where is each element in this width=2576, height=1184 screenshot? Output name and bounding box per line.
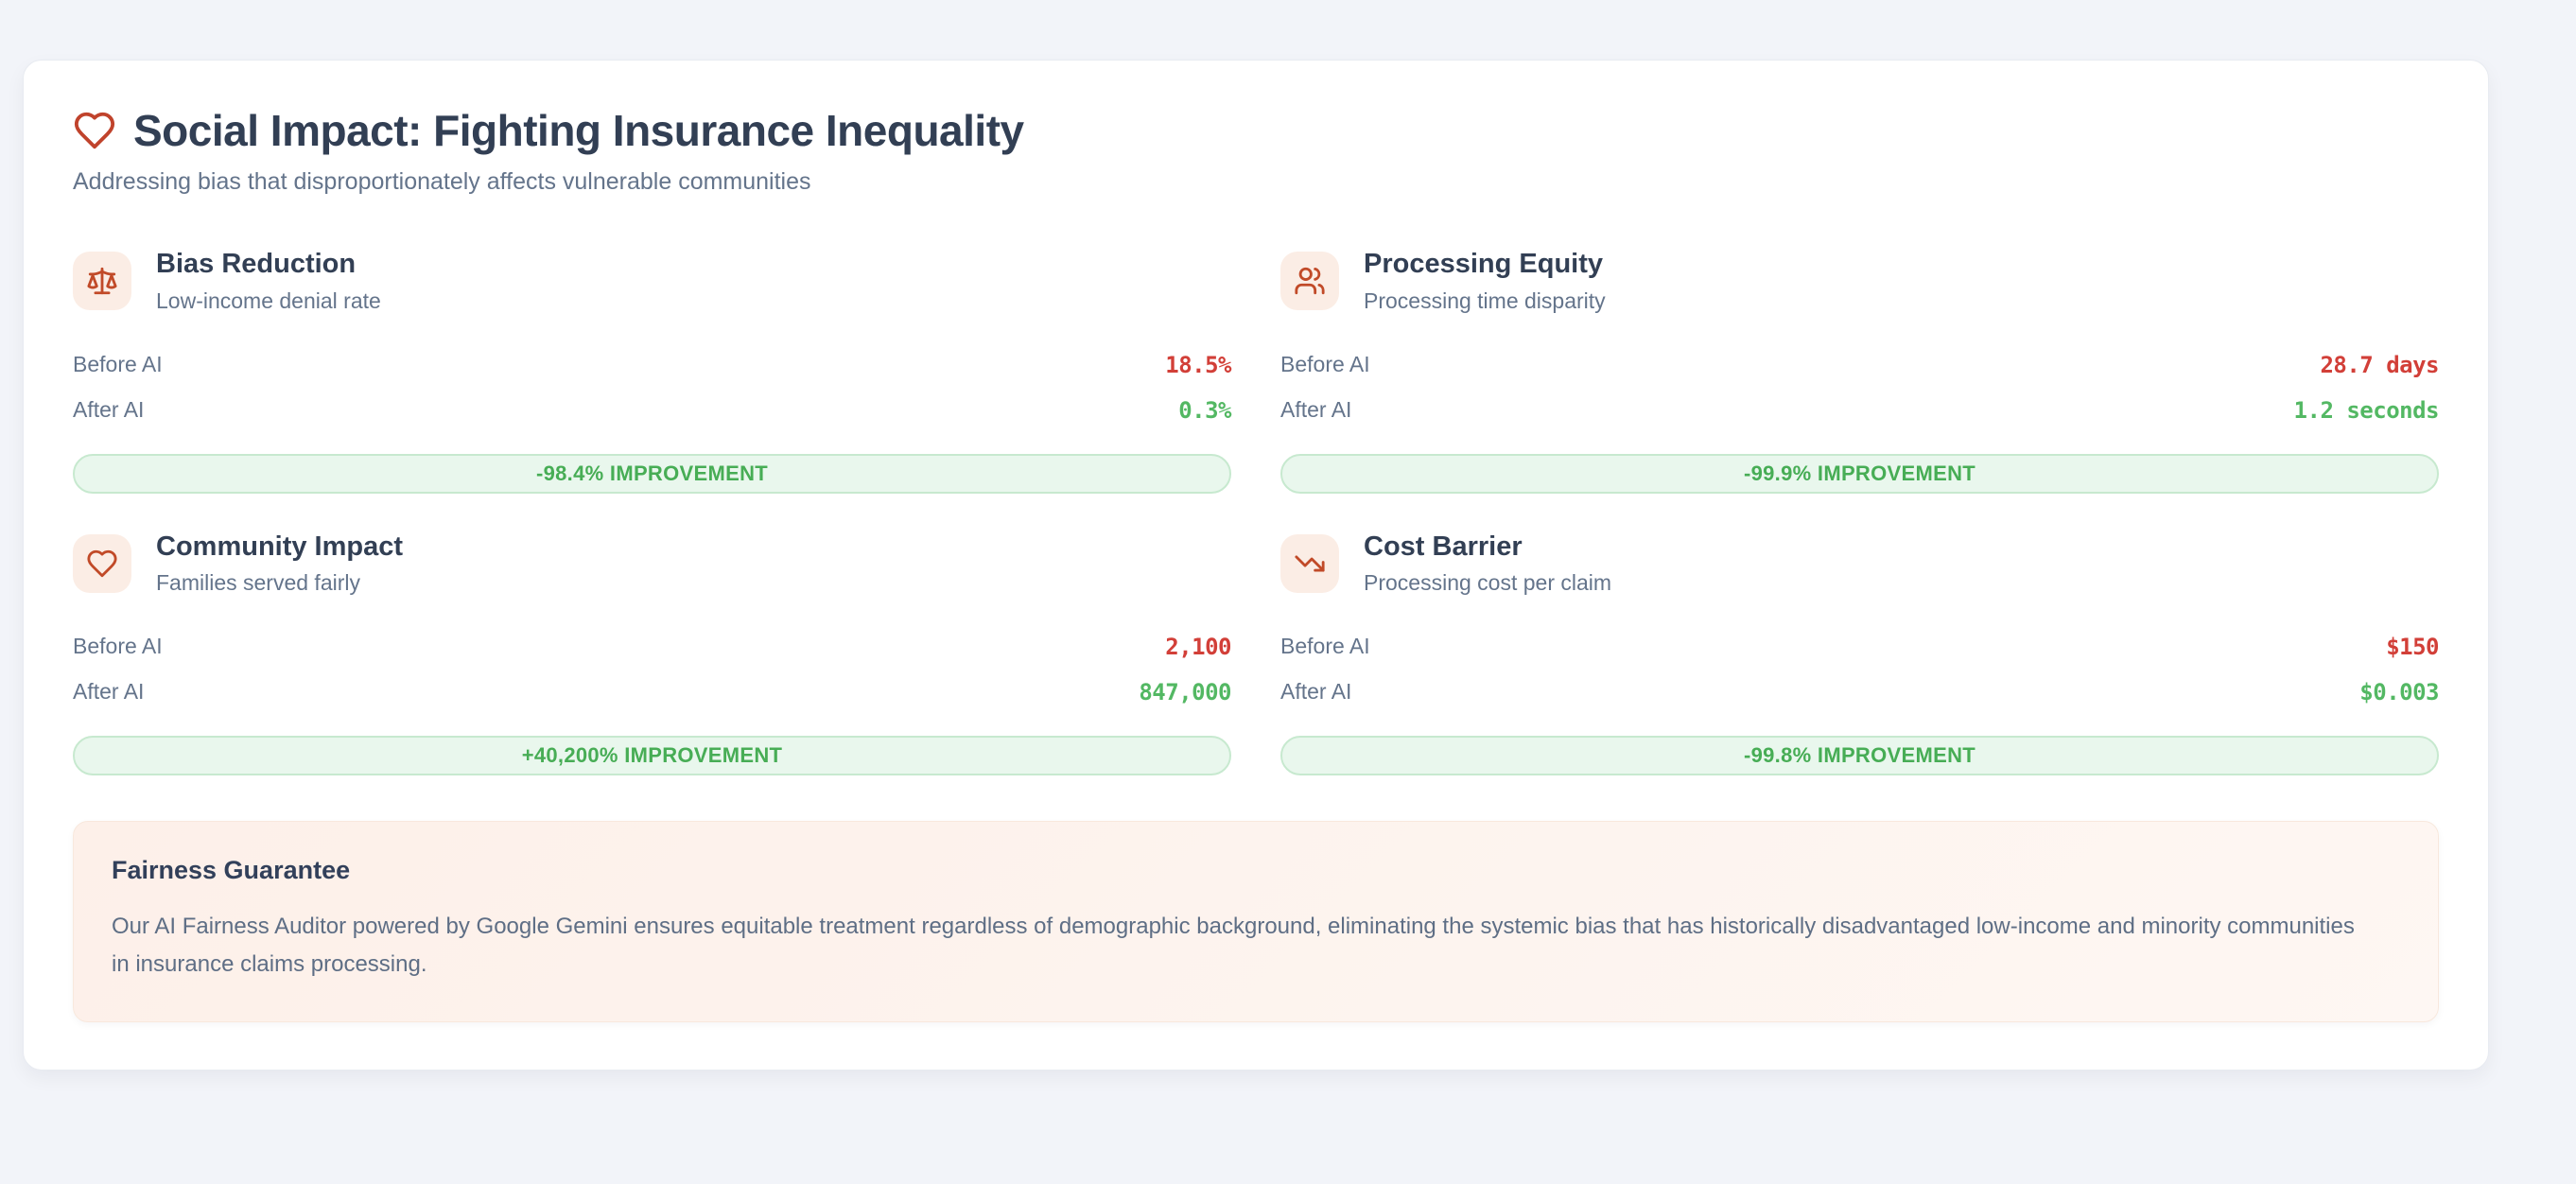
scale-icon	[87, 268, 117, 295]
after-ai-row: After AI 0.3%	[73, 388, 1231, 433]
before-ai-row: Before AI $150	[1280, 624, 2439, 670]
improvement-badge: -99.8% IMPROVEMENT	[1280, 735, 2439, 775]
page-title: Social Impact: Fighting Insurance Inequa…	[133, 106, 1024, 155]
before-ai-label: Before AI	[1280, 352, 1370, 377]
metric-card-bias-reduction: Bias Reduction Low-income denial rate Be…	[73, 249, 1231, 494]
heart-icon	[74, 112, 115, 149]
metric-title: Community Impact	[156, 531, 404, 562]
metric-subtitle: Low-income denial rate	[156, 287, 381, 313]
metric-card-community-impact: Community Impact Families served fairly …	[73, 531, 1231, 775]
improvement-badge: -98.4% IMPROVEMENT	[73, 453, 1231, 494]
before-ai-label: Before AI	[1280, 634, 1370, 659]
metric-subtitle: Processing time disparity	[1364, 287, 1606, 313]
before-ai-label: Before AI	[73, 352, 163, 377]
icon-chip	[1280, 252, 1339, 311]
metric-title: Bias Reduction	[156, 249, 357, 280]
after-ai-value: 847,000	[1139, 678, 1231, 705]
before-ai-row: Before AI 2,100	[73, 624, 1231, 670]
improvement-badge: +40,200% IMPROVEMENT	[73, 735, 1231, 775]
fairness-body: Our AI Fairness Auditor powered by Googl…	[112, 913, 2355, 977]
metrics-grid: Bias Reduction Low-income denial rate Be…	[73, 249, 2440, 775]
page-subtitle: Addressing bias that disproportionately …	[73, 168, 811, 196]
metric-card-processing-equity: Processing Equity Processing time dispar…	[1280, 249, 2440, 494]
before-ai-value: 28.7 days	[2320, 351, 2439, 378]
trending-down-icon	[1295, 555, 1325, 572]
users-icon	[1295, 268, 1325, 295]
before-ai-value: $150	[2386, 633, 2439, 660]
after-ai-row: After AI 1.2 seconds	[1280, 388, 2440, 433]
page-header: Social Impact: Fighting Insurance Inequa…	[73, 108, 2439, 153]
before-ai-value: 18.5%	[1165, 351, 1231, 378]
icon-chip	[73, 533, 131, 593]
before-ai-row: Before AI 18.5%	[73, 342, 1231, 388]
icon-chip	[1280, 533, 1339, 593]
after-ai-label: After AI	[1280, 397, 1352, 423]
after-ai-label: After AI	[73, 397, 145, 423]
metric-card-cost-barrier: Cost Barrier Processing cost per claim B…	[1280, 531, 2439, 775]
icon-chip	[73, 252, 131, 311]
before-ai-label: Before AI	[73, 634, 163, 659]
after-ai-value: 0.3%	[1178, 396, 1231, 424]
metric-title: Cost Barrier	[1364, 531, 1523, 562]
after-ai-label: After AI	[1280, 679, 1352, 705]
before-ai-value: 2,100	[1165, 633, 1231, 660]
fairness-guarantee-panel: Fairness Guarantee Our AI Fairness Audit…	[73, 820, 2439, 1022]
after-ai-value: 1.2 seconds	[2293, 396, 2440, 424]
after-ai-value: $0.003	[2359, 678, 2439, 705]
before-ai-row: Before AI 28.7 days	[1280, 342, 2439, 388]
heart-icon	[87, 549, 117, 577]
social-impact-card: Social Impact: Fighting Insurance Inequa…	[23, 60, 2489, 1071]
improvement-badge: -99.9% IMPROVEMENT	[1280, 453, 2439, 494]
after-ai-row: After AI $0.003	[1280, 670, 2439, 715]
metric-title: Processing Equity	[1364, 249, 1604, 280]
after-ai-row: After AI 847,000	[73, 670, 1231, 715]
fairness-title: Fairness Guarantee	[112, 855, 351, 884]
metric-subtitle: Processing cost per claim	[1364, 569, 1612, 595]
after-ai-label: After AI	[73, 679, 145, 705]
metric-subtitle: Families served fairly	[156, 569, 360, 595]
